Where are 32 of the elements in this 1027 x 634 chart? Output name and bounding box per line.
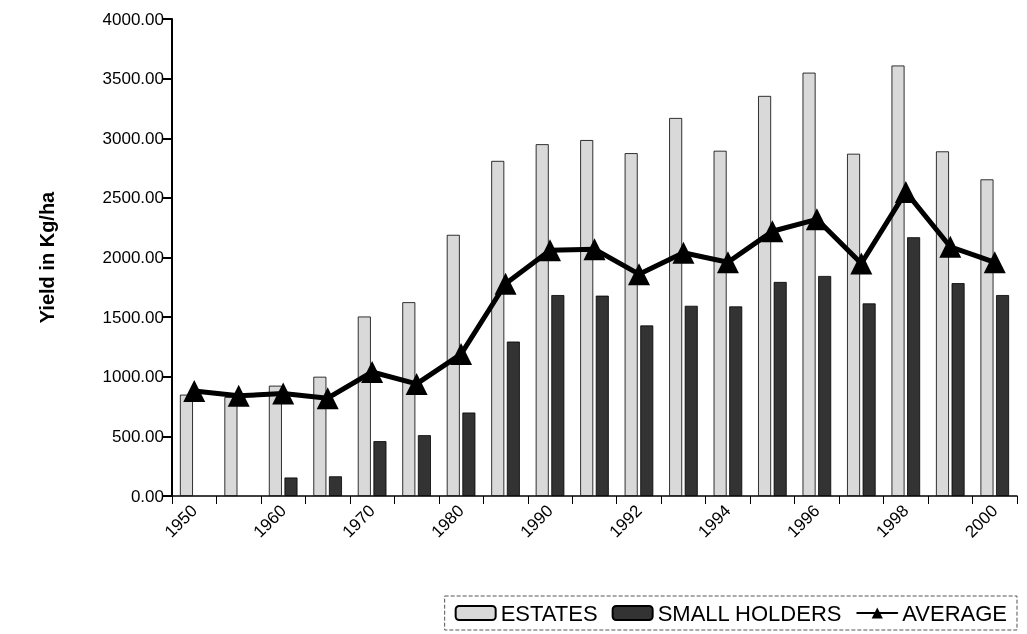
y-tick-label: 2000.00 (102, 248, 164, 267)
y-tick-label: 0.00 (130, 486, 164, 506)
y-tick-label: 4000.00 (102, 9, 164, 29)
y-axis-title: Yield in Kg/ha (36, 190, 58, 324)
point (539, 239, 562, 262)
point (939, 235, 962, 258)
point (761, 220, 784, 243)
point (583, 238, 606, 261)
point (361, 360, 384, 383)
legend-label: AVERAGE (902, 600, 1008, 626)
point (672, 241, 695, 264)
point (805, 208, 828, 231)
point (716, 251, 739, 274)
y-tick-label: 3000.00 (102, 128, 164, 148)
point (894, 180, 917, 203)
point (183, 380, 206, 403)
legend-label: SMALL HOLDERS (657, 600, 842, 626)
point (227, 384, 250, 407)
point (850, 252, 873, 275)
y-tick-label: 1500.00 (102, 307, 164, 327)
legend-label: ESTATES (500, 600, 598, 626)
point (405, 372, 428, 395)
y-tick-label: 2500.00 (102, 188, 164, 208)
point (450, 343, 473, 366)
point (272, 382, 295, 405)
y-tick-label: 500.00 (112, 426, 164, 446)
y-tick-label: 3500.00 (102, 69, 164, 89)
y-tick-label: 1000.00 (102, 367, 164, 387)
point (316, 387, 339, 410)
point (983, 251, 1006, 274)
point (494, 272, 517, 295)
point (627, 263, 650, 286)
